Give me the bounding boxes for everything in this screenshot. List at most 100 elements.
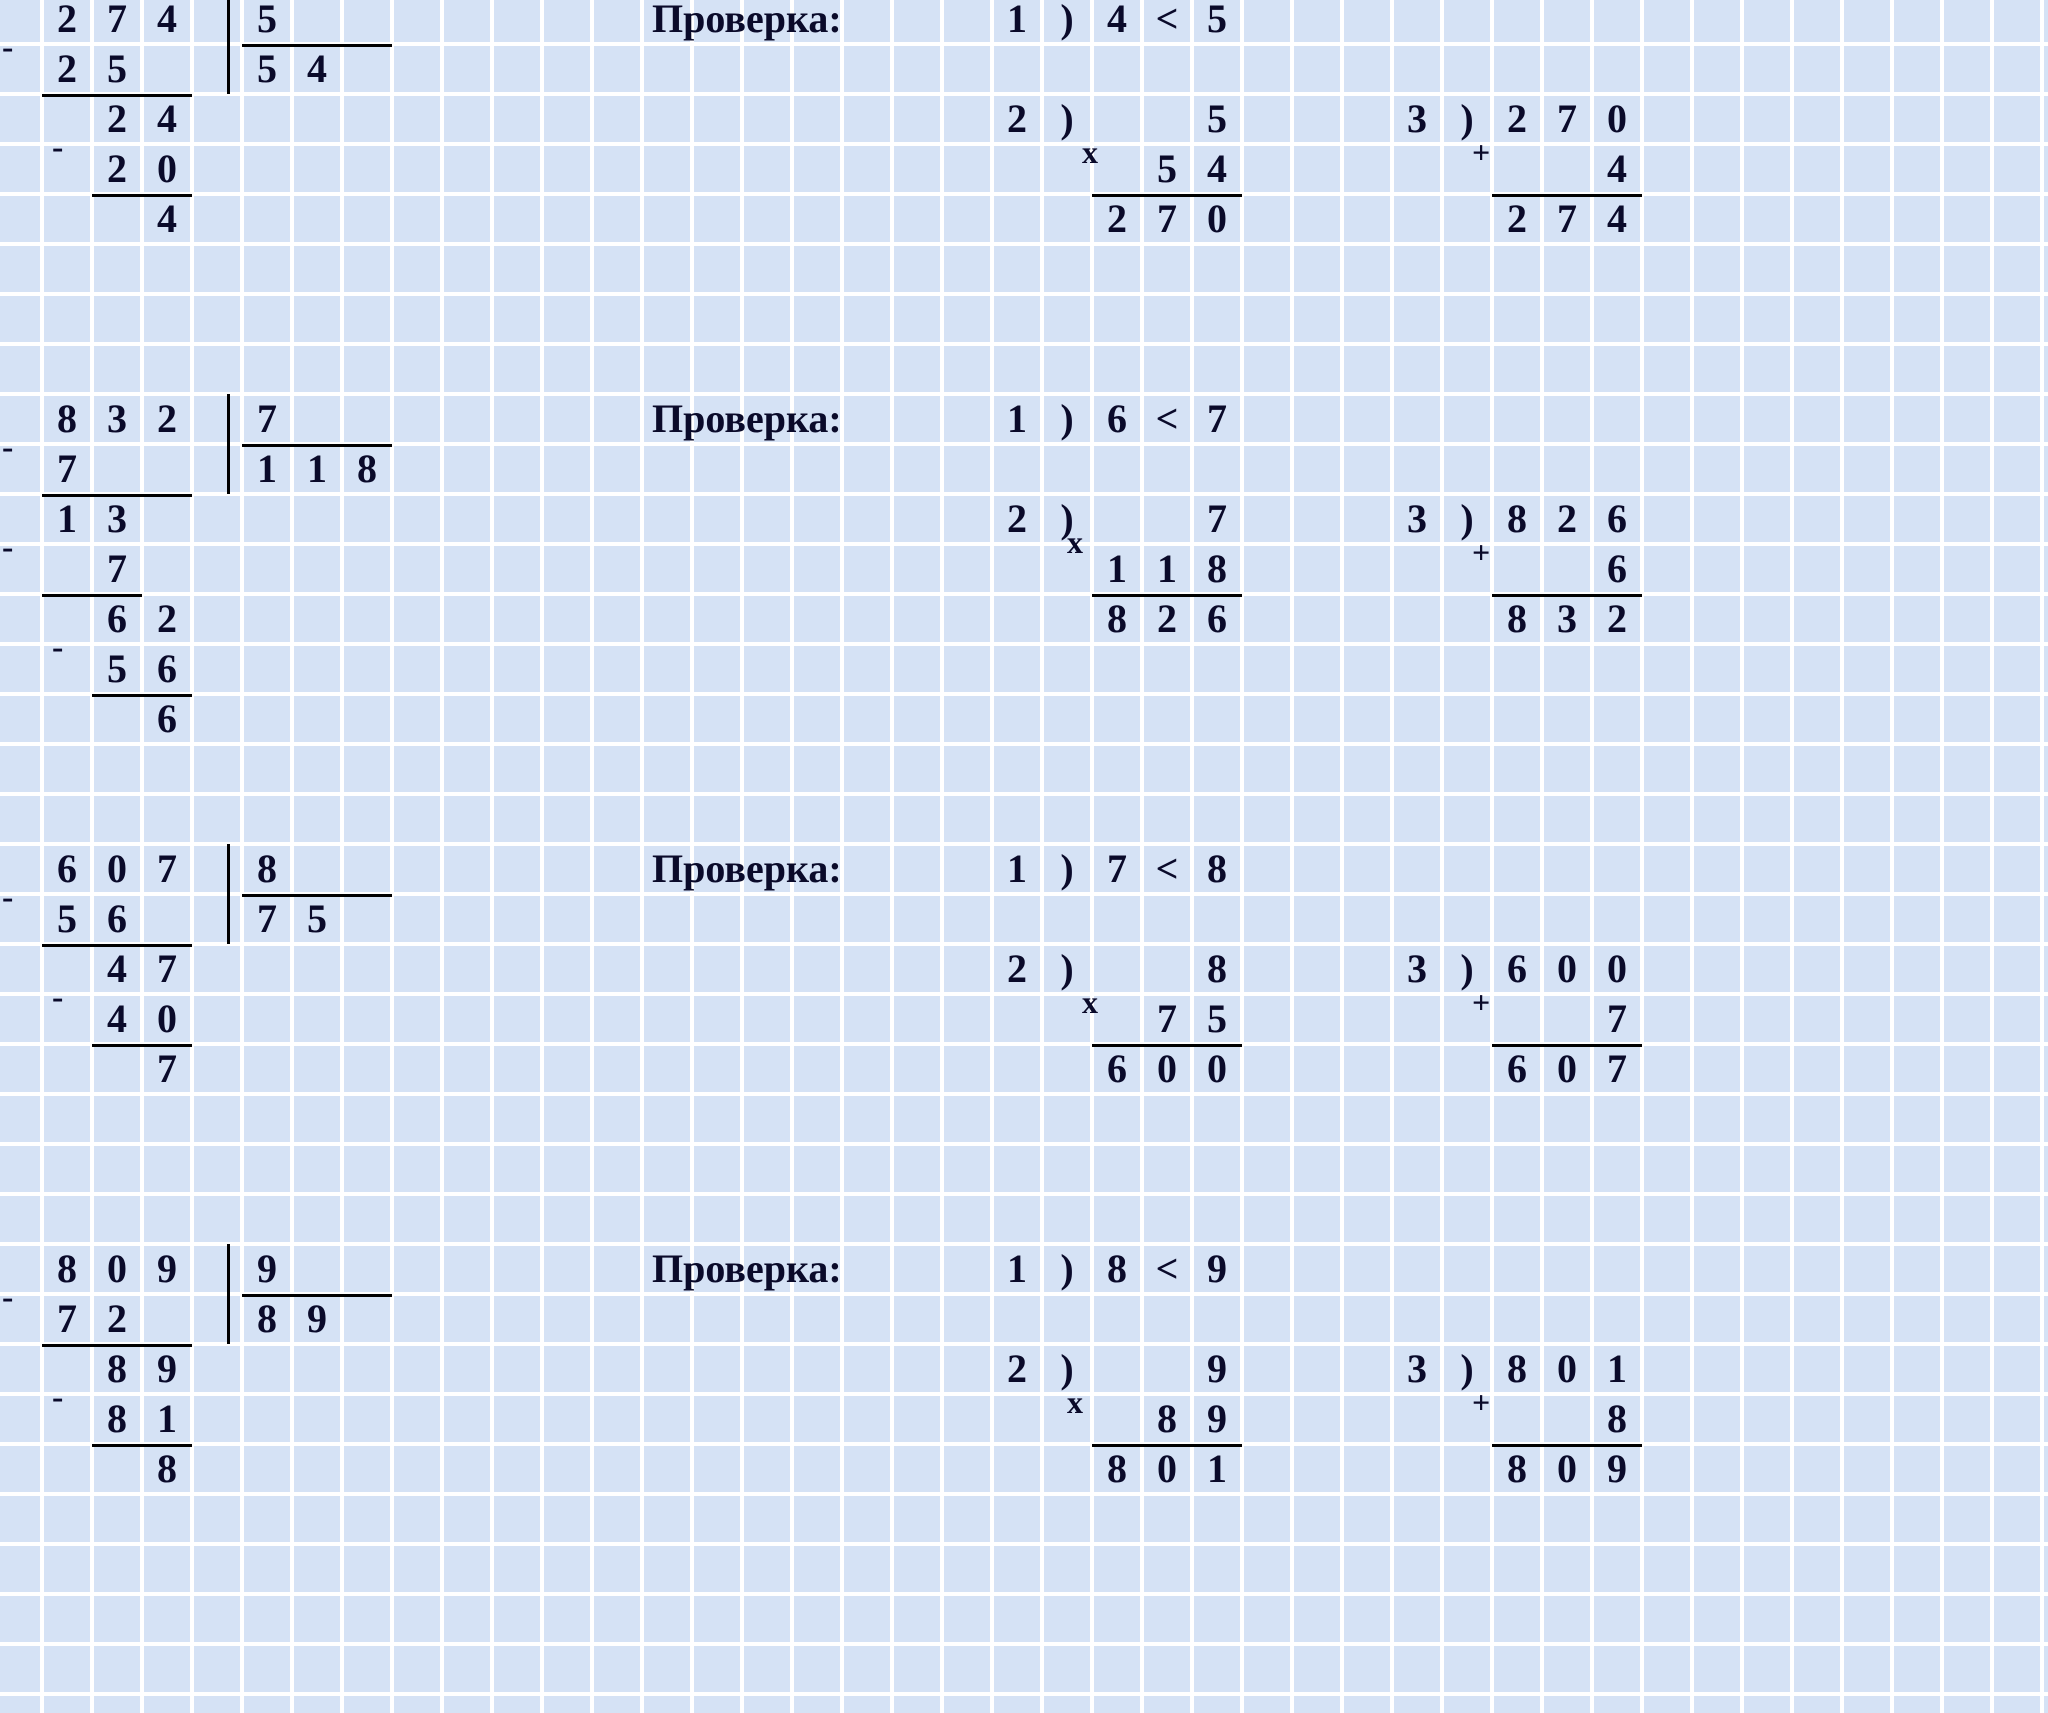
check-step2-digit: 0: [1142, 1444, 1192, 1494]
check-step3-digit: 2: [1592, 594, 1642, 644]
check-step3-prefix: 3: [1392, 94, 1442, 144]
check-step1: 5: [1192, 0, 1242, 44]
division-digit: 7: [242, 394, 292, 444]
check-step3-digit: 7: [1592, 1044, 1642, 1094]
check-step3-prefix: 3: [1392, 1344, 1442, 1394]
division-rule: [42, 944, 192, 947]
check-step2-digit: 1: [1092, 544, 1142, 594]
minus-sign: -: [52, 129, 63, 167]
minus-sign: -: [2, 1279, 13, 1317]
check-step3-rule: [1492, 1044, 1642, 1047]
division-digit: 7: [142, 944, 192, 994]
check-step3-digit: 8: [1492, 594, 1542, 644]
check-step3-digit: 4: [1592, 194, 1642, 244]
division-rule: [242, 1294, 392, 1297]
division-digit: 0: [142, 144, 192, 194]
check-step2-digit: 8: [1092, 1444, 1142, 1494]
check-step3-digit: 2: [1492, 194, 1542, 244]
check-step3-digit: 8: [1492, 494, 1542, 544]
check-label: Проверка:: [652, 1244, 842, 1294]
check-step1: <: [1142, 1244, 1192, 1294]
division-digit: 6: [142, 694, 192, 744]
check-step3-digit: 0: [1592, 944, 1642, 994]
check-step1: 7: [1092, 844, 1142, 894]
check-step3-digit: 0: [1542, 1344, 1592, 1394]
division-digit: 0: [142, 994, 192, 1044]
check-step1: 9: [1192, 1244, 1242, 1294]
check-step2-digit: 8: [1142, 1394, 1192, 1444]
check-label: Проверка:: [652, 394, 842, 444]
check-step2-digit: 8: [1192, 944, 1242, 994]
division-digit: 3: [92, 394, 142, 444]
minus-sign: -: [52, 1379, 63, 1417]
check-step1: ): [1042, 394, 1092, 444]
check-step2-digit: 8: [1192, 544, 1242, 594]
check-step1: <: [1142, 844, 1192, 894]
check-step2-digit: 0: [1192, 194, 1242, 244]
division-digit: 4: [292, 44, 342, 94]
check-step2-digit: 1: [1192, 1444, 1242, 1494]
check-step3-digit: 3: [1542, 594, 1592, 644]
division-digit: 9: [142, 1344, 192, 1394]
times-sign: x: [1082, 984, 1098, 1021]
minus-sign: -: [52, 629, 63, 667]
division-digit: 1: [42, 494, 92, 544]
division-digit: 5: [92, 44, 142, 94]
division-digit: 4: [142, 0, 192, 44]
division-digit: 8: [242, 844, 292, 894]
check-step3-digit: 2: [1542, 494, 1592, 544]
division-digit: 2: [142, 394, 192, 444]
division-vertical-bar: [227, 0, 230, 94]
division-rule: [92, 194, 192, 197]
minus-sign: -: [2, 879, 13, 917]
check-step3-rule: [1492, 1444, 1642, 1447]
plus-sign: +: [1472, 534, 1490, 571]
check-step3-digit: 6: [1592, 494, 1642, 544]
check-step3-digit: 8: [1592, 1394, 1642, 1444]
check-step2-digit: 5: [1142, 144, 1192, 194]
check-step2-digit: 5: [1192, 994, 1242, 1044]
check-step3-digit: 6: [1592, 544, 1642, 594]
check-step2-digit: 0: [1192, 1044, 1242, 1094]
check-step3-digit: 7: [1542, 94, 1592, 144]
times-sign: x: [1067, 524, 1083, 561]
division-digit: 4: [92, 994, 142, 1044]
division-rule: [242, 444, 392, 447]
check-step2-digit: 6: [1092, 1044, 1142, 1094]
division-rule: [92, 694, 192, 697]
division-digit: 8: [92, 1394, 142, 1444]
division-digit: 2: [42, 0, 92, 44]
check-step3-digit: 0: [1592, 94, 1642, 144]
check-step2-digit: 7: [1192, 494, 1242, 544]
check-step1: 1: [992, 844, 1042, 894]
division-digit: 0: [92, 1244, 142, 1294]
division-vertical-bar: [227, 844, 230, 944]
check-step3-digit: 0: [1542, 944, 1592, 994]
division-digit: 2: [92, 94, 142, 144]
division-digit: 5: [292, 894, 342, 944]
check-step1: 1: [992, 0, 1042, 44]
division-digit: 1: [292, 444, 342, 494]
check-step2-digit: 5: [1192, 94, 1242, 144]
division-rule: [242, 44, 392, 47]
check-step2-prefix: 2: [992, 1344, 1042, 1394]
check-step3-rule: [1492, 594, 1642, 597]
division-digit: 8: [342, 444, 392, 494]
division-rule: [242, 894, 392, 897]
check-step2-digit: 2: [1092, 194, 1142, 244]
plus-sign: +: [1472, 1384, 1490, 1421]
check-step3-digit: 7: [1542, 194, 1592, 244]
division-rule: [42, 594, 142, 597]
division-digit: 3: [92, 494, 142, 544]
check-step3-digit: 0: [1542, 1044, 1592, 1094]
division-digit: 6: [142, 644, 192, 694]
division-digit: 7: [92, 0, 142, 44]
check-label: Проверка:: [652, 0, 842, 44]
check-step2-prefix: 2: [992, 94, 1042, 144]
division-rule: [42, 494, 192, 497]
check-step2-digit: 1: [1142, 544, 1192, 594]
division-digit: 7: [242, 894, 292, 944]
check-step2-digit: 9: [1192, 1344, 1242, 1394]
division-digit: 6: [92, 894, 142, 944]
check-step2-digit: 0: [1142, 1044, 1192, 1094]
